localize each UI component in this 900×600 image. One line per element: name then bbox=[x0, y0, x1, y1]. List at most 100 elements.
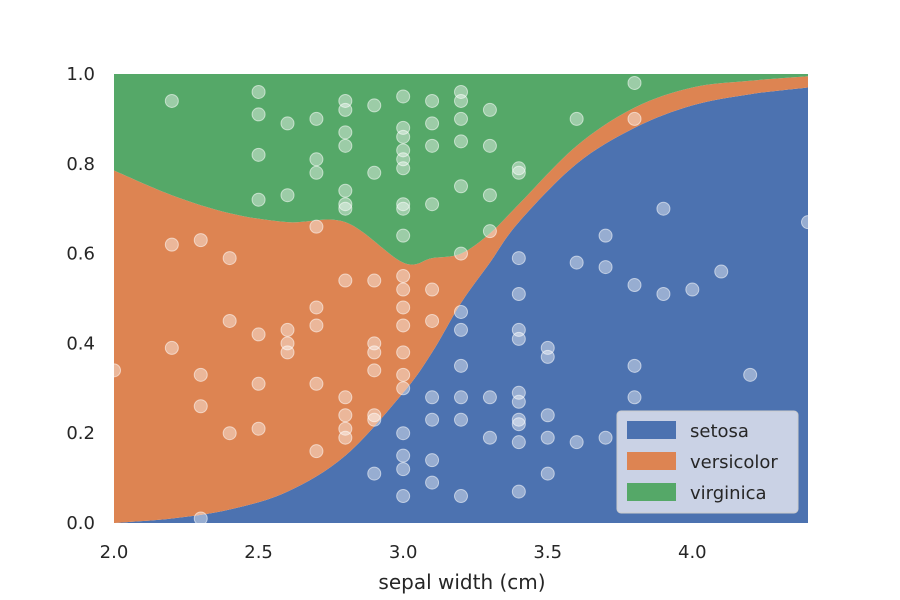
scatter-point bbox=[396, 201, 411, 216]
scatter-point bbox=[482, 138, 497, 153]
scatter-point bbox=[338, 421, 353, 436]
scatter-point bbox=[222, 251, 237, 266]
scatter-point bbox=[367, 412, 382, 427]
scatter-point bbox=[396, 120, 411, 135]
scatter-point bbox=[511, 287, 526, 302]
scatter-point bbox=[338, 125, 353, 140]
scatter-point bbox=[251, 147, 266, 162]
scatter-point bbox=[222, 426, 237, 441]
scatter-point bbox=[482, 102, 497, 117]
scatter-point bbox=[396, 89, 411, 104]
scatter-point bbox=[338, 390, 353, 405]
scatter-point bbox=[454, 322, 468, 337]
scatter-layer bbox=[107, 75, 815, 526]
scatter-point bbox=[454, 304, 468, 319]
scatter-point bbox=[280, 336, 295, 351]
scatter-point bbox=[627, 390, 642, 405]
scatter-point bbox=[164, 93, 179, 108]
scatter-point bbox=[367, 363, 382, 378]
legend: setosa versicolor virginica bbox=[616, 410, 799, 514]
scatter-point bbox=[367, 273, 382, 288]
scatter-point bbox=[511, 412, 526, 427]
x-axis-ticks: 2.0 2.5 3.0 3.5 4.0 bbox=[100, 542, 707, 563]
scatter-point bbox=[454, 111, 468, 126]
scatter-point bbox=[251, 84, 266, 99]
scatter-point bbox=[396, 345, 411, 360]
y-tick-label: 0.2 bbox=[66, 423, 95, 444]
scatter-point bbox=[396, 367, 411, 382]
scatter-point bbox=[627, 358, 642, 373]
scatter-point bbox=[338, 197, 353, 212]
scatter-point bbox=[540, 466, 555, 481]
scatter-point bbox=[367, 466, 382, 481]
scatter-point bbox=[338, 93, 353, 108]
scatter-point bbox=[164, 237, 179, 252]
legend-swatch-virginica bbox=[627, 483, 676, 501]
area-versicolor bbox=[114, 76, 808, 523]
scatter-point bbox=[656, 201, 671, 216]
scatter-point bbox=[338, 138, 353, 153]
legend-swatch-versicolor bbox=[627, 452, 676, 470]
legend-label-setosa: setosa bbox=[690, 421, 749, 442]
scatter-point bbox=[396, 318, 411, 333]
x-tick-label: 3.0 bbox=[389, 542, 418, 563]
scatter-point bbox=[338, 408, 353, 423]
scatter-point bbox=[280, 188, 295, 203]
scatter-point bbox=[569, 255, 584, 270]
scatter-point bbox=[193, 367, 208, 382]
scatter-point bbox=[627, 75, 642, 90]
scatter-point bbox=[396, 489, 411, 504]
scatter-point bbox=[251, 192, 266, 207]
scatter-point bbox=[309, 165, 324, 180]
scatter-point bbox=[396, 381, 411, 396]
y-tick-label: 0.0 bbox=[66, 513, 95, 534]
scatter-point bbox=[511, 322, 526, 337]
scatter-point bbox=[454, 179, 468, 194]
scatter-point bbox=[743, 367, 758, 382]
scatter-point bbox=[193, 233, 208, 248]
scatter-point bbox=[598, 228, 613, 243]
scatter-point bbox=[396, 462, 411, 477]
scatter-point bbox=[801, 215, 815, 230]
scatter-point bbox=[309, 219, 324, 234]
scatter-point bbox=[425, 475, 440, 490]
scatter-point bbox=[425, 453, 440, 468]
legend-label-virginica: virginica bbox=[690, 483, 767, 504]
scatter-point bbox=[425, 116, 440, 131]
scatter-point bbox=[396, 228, 411, 243]
scatter-point bbox=[309, 300, 324, 315]
scatter-point bbox=[193, 399, 208, 414]
scatter-point bbox=[309, 152, 324, 167]
scatter-point bbox=[425, 412, 440, 427]
scatter-point bbox=[569, 111, 584, 126]
scatter-point bbox=[425, 390, 440, 405]
scatter-point bbox=[425, 197, 440, 212]
scatter-point bbox=[251, 107, 266, 122]
scatter-point bbox=[164, 340, 179, 355]
scatter-point bbox=[280, 322, 295, 337]
legend-label-versicolor: versicolor bbox=[690, 452, 778, 473]
y-tick-label: 0.6 bbox=[66, 244, 95, 265]
scatter-point bbox=[511, 251, 526, 266]
scatter-point bbox=[396, 197, 411, 212]
scatter-point bbox=[482, 188, 497, 203]
scatter-point bbox=[454, 390, 468, 405]
scatter-point bbox=[367, 165, 382, 180]
scatter-point bbox=[598, 430, 613, 445]
scatter-point bbox=[367, 98, 382, 113]
scatter-point bbox=[338, 183, 353, 198]
scatter-point bbox=[511, 385, 526, 400]
scatter-point bbox=[396, 282, 411, 297]
scatter-point bbox=[251, 421, 266, 436]
scatter-point bbox=[338, 273, 353, 288]
scatter-point bbox=[511, 484, 526, 499]
scatter-point bbox=[454, 246, 468, 261]
scatter-point bbox=[251, 376, 266, 391]
y-tick-label: 0.8 bbox=[66, 154, 95, 175]
scatter-point bbox=[540, 340, 555, 355]
scatter-point bbox=[454, 489, 468, 504]
scatter-point bbox=[280, 116, 295, 131]
scatter-point bbox=[251, 327, 266, 342]
scatter-point bbox=[193, 511, 208, 526]
y-tick-label: 1.0 bbox=[66, 64, 95, 85]
